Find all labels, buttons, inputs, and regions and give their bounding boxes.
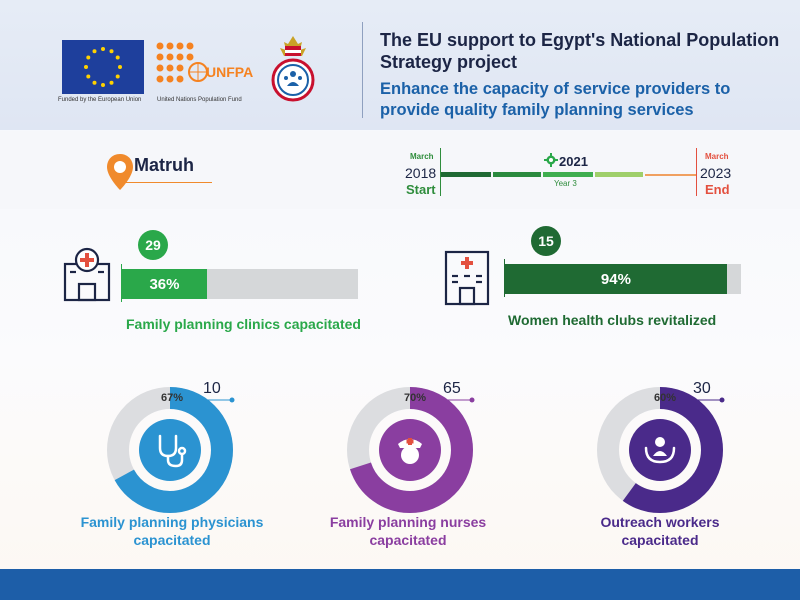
donut-arc bbox=[347, 387, 473, 513]
donut-label-line2: capacitated bbox=[369, 532, 447, 548]
location-timeline-band bbox=[0, 131, 800, 209]
timeline-start-label: Start bbox=[406, 182, 436, 197]
progress-bar-track: 94% bbox=[505, 264, 741, 294]
location-pin-icon bbox=[107, 154, 133, 190]
timeline-start-marker bbox=[440, 148, 441, 196]
count-bubble: 15 bbox=[531, 226, 561, 256]
count-bubble: 29 bbox=[138, 230, 168, 260]
donut-label-line1: Family planning physicians bbox=[80, 514, 264, 530]
donut-label-line1: Family planning nurses bbox=[329, 514, 487, 530]
donut-count: 30 bbox=[693, 380, 711, 397]
unfpa-caption: United Nations Population Fund bbox=[157, 97, 242, 103]
footer-bar bbox=[0, 569, 800, 600]
timeline-end-month: March bbox=[705, 152, 729, 161]
donut-count-leader bbox=[437, 397, 475, 403]
timeline-end-marker bbox=[696, 148, 697, 196]
location-name: Matruh bbox=[134, 155, 194, 175]
header-divider bbox=[362, 22, 363, 118]
timeline-segment bbox=[645, 174, 696, 176]
ministry-of-health-emblem-icon bbox=[271, 36, 315, 102]
donut-chart bbox=[597, 387, 723, 513]
caring-hands-icon bbox=[644, 437, 676, 464]
metric-label: Women health clubs revitalized bbox=[508, 312, 717, 328]
donut-count: 65 bbox=[443, 380, 461, 397]
hospital-building-icon bbox=[444, 250, 490, 306]
timeline-segment bbox=[493, 172, 541, 177]
timeline-start-month: March bbox=[410, 152, 434, 161]
donut-label-line2: capacitated bbox=[621, 532, 699, 548]
progress-bar-fill: 36% bbox=[122, 269, 207, 299]
timeline-segment bbox=[441, 172, 491, 177]
timeline-end-label: End bbox=[705, 182, 730, 197]
donut-percent: 60% bbox=[654, 392, 677, 404]
timeline-segment bbox=[543, 172, 593, 177]
timeline-current-year: 2021 bbox=[559, 154, 588, 169]
stethoscope-icon bbox=[158, 434, 187, 468]
page-title: The EU support to Egypt's National Popul… bbox=[380, 30, 780, 72]
metric-label: Family planning clinics capacitated bbox=[126, 316, 361, 332]
donut-arc bbox=[107, 387, 233, 513]
page-subtitle: Enhance the capacity of service provider… bbox=[380, 80, 731, 119]
donut-count-leader bbox=[687, 397, 725, 403]
donut-center bbox=[629, 419, 691, 481]
bar-start-line bbox=[504, 259, 505, 297]
progress-bar-fill: 94% bbox=[505, 264, 727, 294]
donut-center bbox=[139, 419, 201, 481]
bar-start-line bbox=[121, 264, 122, 302]
donut-percent: 70% bbox=[404, 392, 427, 404]
eu-flag-logo bbox=[62, 40, 144, 94]
timeline-progress-bar bbox=[441, 172, 696, 177]
donut-percent: 67% bbox=[161, 392, 184, 404]
donut-chart bbox=[107, 387, 233, 513]
timeline-current-label: Year 3 bbox=[554, 179, 577, 188]
donut-count-leader bbox=[197, 397, 235, 403]
progress-bar-track: 36% bbox=[122, 269, 358, 299]
donut-arc bbox=[597, 387, 723, 513]
location-underline bbox=[120, 182, 212, 183]
eu-caption: Funded by the European Union bbox=[58, 97, 142, 103]
donut-count: 10 bbox=[203, 380, 221, 397]
timeline-start-year: 2018 bbox=[405, 165, 437, 181]
donut-label-line1: Outreach workers bbox=[600, 514, 720, 530]
timeline-segment bbox=[595, 172, 643, 177]
clinic-building-icon bbox=[63, 247, 111, 302]
unfpa-logo bbox=[156, 42, 208, 83]
nurse-icon bbox=[398, 438, 422, 464]
donut-label-line2: capacitated bbox=[133, 532, 211, 548]
timeline-end-year: 2023 bbox=[700, 165, 732, 181]
unfpa-wordmark: UNFPA bbox=[206, 64, 254, 80]
progress-percent: 94% bbox=[600, 270, 631, 288]
progress-percent: 36% bbox=[149, 275, 180, 293]
gear-icon bbox=[544, 153, 558, 167]
